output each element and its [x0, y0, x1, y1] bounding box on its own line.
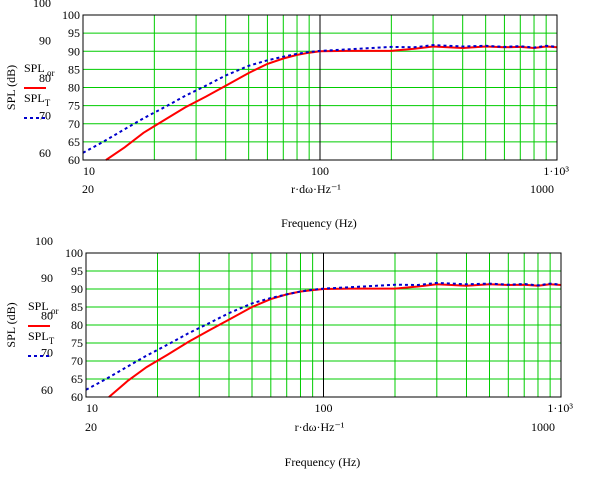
- y-tick-label: 70: [71, 354, 83, 368]
- y-secondary-label: 60: [41, 383, 53, 397]
- y-tick-label: 65: [71, 372, 83, 386]
- x-tick-label: 1·10³: [543, 164, 569, 178]
- y-secondary-label: 80: [41, 308, 53, 322]
- y-secondary-label: 70: [41, 346, 53, 360]
- y-tick-label: 60: [71, 390, 83, 404]
- x-tick-label: 10: [86, 401, 98, 415]
- x-secondary-label: 20: [82, 182, 94, 196]
- y-secondary-label: 70: [39, 108, 51, 122]
- y-tick-label: 75: [71, 336, 83, 350]
- x-tick-label: 10: [83, 164, 95, 178]
- y-axis-label: SPL (dB): [4, 65, 18, 110]
- y-tick-label: 95: [71, 264, 83, 278]
- x-secondary-label: 1000: [530, 182, 554, 196]
- y-tick-label: 65: [68, 135, 80, 149]
- legend-label: SPLT: [24, 91, 51, 108]
- y-tick-label: 90: [68, 44, 80, 58]
- y-tick-label: 95: [68, 26, 80, 40]
- x-expression: r·dω·Hz⁻¹: [291, 182, 341, 196]
- y-secondary-label: 60: [39, 146, 51, 160]
- x-tick-label: 100: [311, 164, 329, 178]
- y-tick-label: 60: [68, 153, 80, 167]
- x-secondary-label: 1000: [531, 420, 555, 434]
- y-tick-label: 70: [68, 117, 80, 131]
- grid: [86, 253, 561, 397]
- y-secondary-label: 90: [41, 271, 53, 285]
- x-expression: r·dω·Hz⁻¹: [295, 420, 345, 434]
- series-line-spl-t: [82, 44, 558, 154]
- y-axis-label: SPL (dB): [4, 302, 18, 347]
- y-tick-label: 85: [68, 62, 80, 76]
- y-secondary-label: 90: [39, 33, 51, 47]
- y-tick-label: 80: [68, 81, 80, 95]
- x-axis-label: Frequency (Hz): [285, 455, 361, 469]
- y-tick-label: 85: [71, 300, 83, 314]
- plot-frame: [85, 252, 562, 398]
- x-tick-label: 1·10³: [547, 401, 573, 415]
- y-tick-label: 90: [71, 282, 83, 296]
- y-secondary-label: 100: [33, 0, 51, 10]
- y-tick-label: 100: [62, 8, 80, 22]
- y-tick-label: 80: [71, 318, 83, 332]
- y-secondary-label: 100: [35, 234, 53, 248]
- plot-frame: [82, 14, 558, 161]
- x-tick-label: 100: [315, 401, 333, 415]
- y-tick-label: 75: [68, 99, 80, 113]
- x-axis-label: Frequency (Hz): [281, 216, 357, 230]
- grid: [83, 15, 557, 160]
- legend-label: SPLT: [28, 329, 55, 346]
- y-secondary-label: 80: [39, 71, 51, 85]
- series-line-spl-t: [85, 281, 562, 391]
- y-tick-label: 100: [65, 246, 83, 260]
- x-secondary-label: 20: [85, 420, 97, 434]
